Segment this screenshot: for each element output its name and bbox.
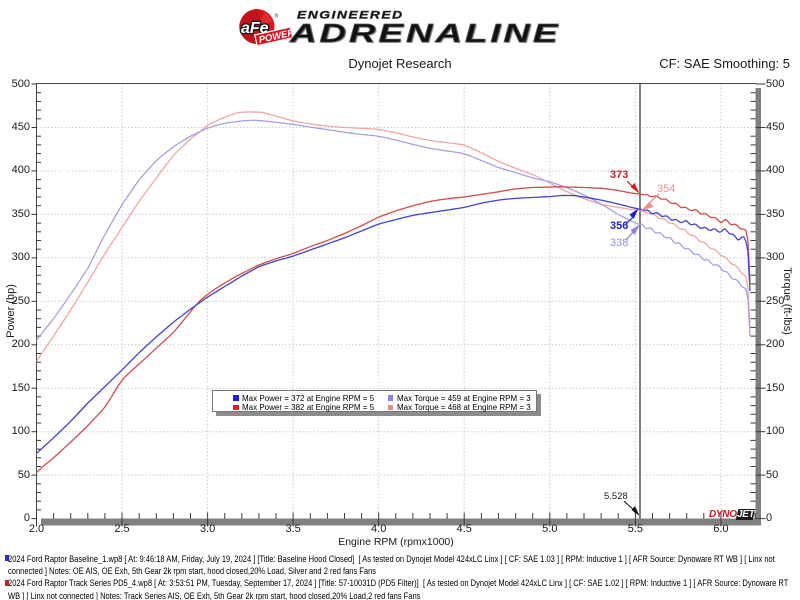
svg-text:®: ® xyxy=(275,13,279,20)
svg-text:ENGINEERED: ENGINEERED xyxy=(297,9,404,21)
svg-text:ADRENALINE: ADRENALINE xyxy=(290,20,562,49)
svg-text:ADRENALINE: ADRENALINE xyxy=(289,18,561,47)
